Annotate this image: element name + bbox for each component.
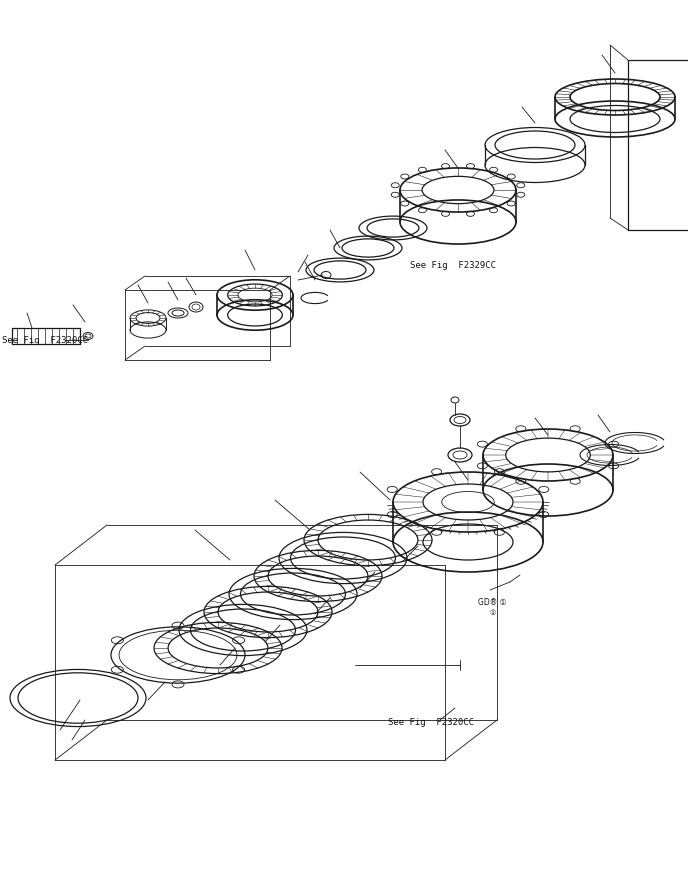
Text: See Fig  F2320CC: See Fig F2320CC: [2, 336, 88, 345]
Text: See Fig  F2329CC: See Fig F2329CC: [410, 261, 496, 270]
Text: GD® ①: GD® ①: [478, 598, 506, 607]
Text: ①: ①: [490, 610, 496, 616]
Text: See Fig  F2320CC: See Fig F2320CC: [388, 718, 474, 727]
